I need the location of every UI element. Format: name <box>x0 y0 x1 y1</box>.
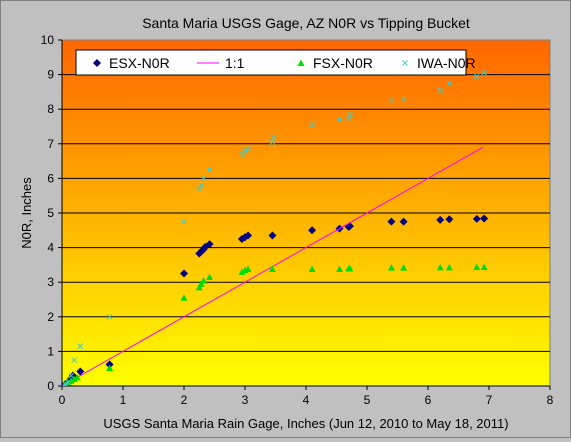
legend-label: FSX-N0R <box>313 55 373 71</box>
legend-box <box>75 49 467 76</box>
x-tick-label: 6 <box>425 393 432 407</box>
point-esx-n0r <box>205 240 214 249</box>
point-iwa-n0r <box>65 379 71 386</box>
point-iwa-n0r <box>388 97 395 104</box>
point-iwa-n0r <box>62 381 68 386</box>
point-iwa-n0r <box>245 146 251 152</box>
y-tick-label: 5 <box>47 206 54 220</box>
x-tick-label: 1 <box>120 393 127 407</box>
x-tick-labels: 0 1 2 3 4 5 6 7 8 <box>59 393 554 407</box>
legend-label: IWA-N0R <box>417 55 476 71</box>
point-esx-n0r <box>387 217 396 226</box>
x-tick-label: 4 <box>303 393 310 407</box>
point-esx-n0r <box>244 231 253 240</box>
x-tick-label: 5 <box>364 393 371 407</box>
y-tick-label: 2 <box>47 310 54 324</box>
point-iwa-n0r <box>206 166 213 173</box>
axes <box>58 39 551 390</box>
point-iwa-n0r <box>181 218 187 225</box>
point-fsx-n0r <box>387 264 395 271</box>
legend: ESX-N0R 1:1 FSX-N0R IWA-N0R <box>75 49 476 76</box>
point-fsx-n0r <box>445 263 453 271</box>
point-iwa-n0r <box>437 87 444 94</box>
point-fsx-n0r <box>106 364 114 372</box>
point-iwa-n0r <box>446 80 453 87</box>
point-fsx-n0r <box>336 265 344 273</box>
point-esx-n0r <box>480 214 489 223</box>
point-fsx-n0r <box>308 265 316 273</box>
point-iwa-n0r <box>242 147 248 154</box>
y-tick-label: 4 <box>47 241 54 255</box>
y-tick-labels: 0 1 2 3 4 5 6 7 8 9 10 <box>41 33 55 393</box>
point-iwa-n0r <box>481 70 487 76</box>
point-iwa-n0r <box>68 372 75 379</box>
point-fsx-n0r <box>206 273 214 281</box>
point-fsx-n0r <box>67 377 75 384</box>
chart-title: Santa Maria USGS Gage, AZ N0R vs Tipping… <box>142 15 470 31</box>
point-iwa-n0r <box>198 182 204 189</box>
point-fsx-n0r <box>200 276 208 284</box>
point-fsx-n0r <box>268 265 276 273</box>
y-axis-label: N0R, Inches <box>19 177 34 249</box>
x-tick-label: 0 <box>59 393 66 407</box>
x-tick-label: 7 <box>486 393 493 407</box>
point-fsx-n0r <box>244 265 252 273</box>
point-iwa-n0r <box>347 111 353 118</box>
point-fsx-n0r <box>238 268 246 275</box>
x-tick-label: 2 <box>181 393 188 407</box>
point-iwa-n0r <box>200 175 207 182</box>
x-tick-label: 8 <box>547 393 554 407</box>
legend-label: ESX-N0R <box>109 55 170 71</box>
point-esx-n0r <box>436 215 445 224</box>
legend-marker-symbol <box>402 60 408 66</box>
point-fsx-n0r <box>70 375 78 383</box>
point-iwa-n0r <box>71 357 78 363</box>
y-tick-label: 7 <box>47 137 54 151</box>
point-esx-n0r <box>308 226 317 235</box>
y-tick-label: 10 <box>41 33 55 47</box>
series-layer <box>62 70 489 386</box>
point-esx-n0r <box>445 215 454 224</box>
point-esx-n0r <box>180 269 188 278</box>
point-iwa-n0r <box>270 134 277 140</box>
y-tick-label: 3 <box>47 275 54 289</box>
point-iwa-n0r <box>269 139 276 145</box>
point-fsx-n0r <box>73 373 81 381</box>
y-tick-label: 0 <box>47 379 54 393</box>
legend-marker-symbol <box>297 59 305 66</box>
point-esx-n0r <box>472 214 481 223</box>
point-fsx-n0r <box>436 263 444 271</box>
point-iwa-n0r <box>336 116 343 123</box>
point-fsx-n0r <box>480 263 488 270</box>
point-fsx-n0r <box>195 283 203 291</box>
point-iwa-n0r <box>106 313 113 320</box>
point-iwa-n0r <box>309 121 315 128</box>
point-iwa-n0r <box>77 343 84 350</box>
y-tick-label: 6 <box>47 171 54 185</box>
point-fsx-n0r <box>180 294 188 301</box>
y-tick-label: 9 <box>47 68 54 82</box>
point-iwa-n0r <box>345 114 352 121</box>
point-esx-n0r <box>399 217 408 226</box>
y-tick-label: 8 <box>47 102 54 116</box>
point-fsx-n0r <box>400 264 408 271</box>
point-fsx-n0r <box>346 264 354 272</box>
point-iwa-n0r <box>473 73 480 80</box>
point-esx-n0r <box>268 231 277 240</box>
legend-label: 1:1 <box>225 55 245 71</box>
point-fsx-n0r <box>197 280 205 287</box>
point-fsx-n0r <box>473 263 481 270</box>
x-tick-label: 3 <box>242 393 249 407</box>
legend-marker-symbol <box>93 59 101 67</box>
point-iwa-n0r <box>196 185 203 192</box>
y-tick-label: 1 <box>47 344 54 358</box>
point-esx-n0r <box>76 367 85 376</box>
x-axis-label: USGS Santa Maria Rain Gage, Inches (Jun … <box>103 416 508 431</box>
point-iwa-n0r <box>400 95 407 102</box>
